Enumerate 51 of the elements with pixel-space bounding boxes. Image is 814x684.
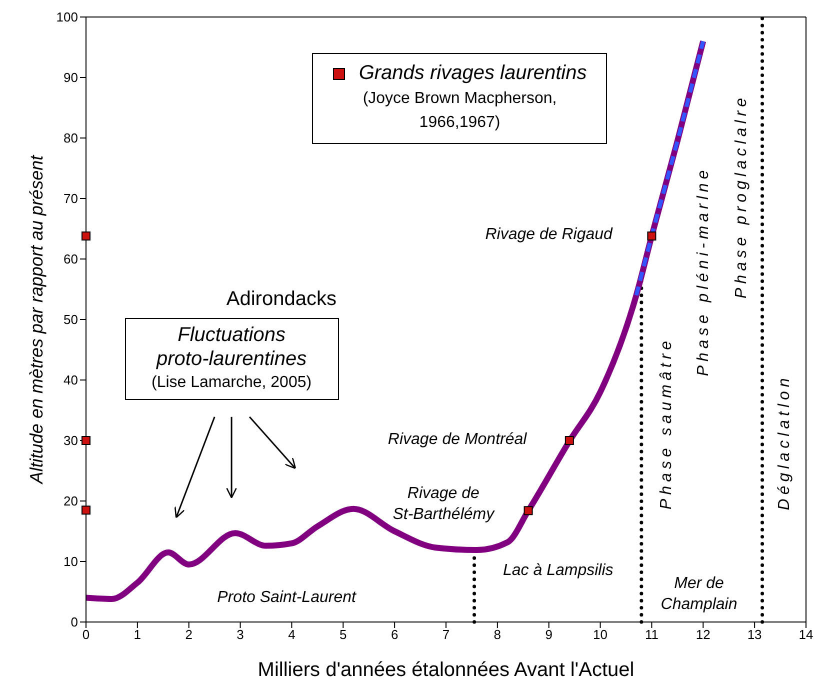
x-tick-label: 0 — [82, 627, 90, 642]
x-tick-label: 10 — [593, 627, 608, 642]
x-tick-label: 6 — [390, 627, 398, 642]
annotation: Proto Saint-Laurent — [217, 589, 356, 606]
y-tick-label: 20 — [64, 494, 78, 509]
x-tick-label: 9 — [545, 627, 552, 642]
annotation: Fluctuations proto-laurentines — [156, 324, 307, 370]
annotation: Phase pléni-marlne — [694, 166, 712, 376]
x-tick-label: 4 — [288, 627, 296, 642]
y-tick-label: 40 — [64, 372, 78, 388]
x-tick-label: 8 — [494, 627, 502, 642]
legend-label: Grands rivages laurentins — [358, 62, 587, 86]
x-tick-label: 5 — [340, 627, 347, 642]
y-tick-label: 60 — [64, 252, 78, 267]
annotation: Adirondacks — [226, 288, 336, 310]
y-tick-label: 30 — [64, 433, 78, 448]
annotation: Déglaclatlon — [776, 374, 794, 510]
point — [647, 232, 656, 241]
x-tick-label: 13 — [747, 627, 762, 642]
annotation: Rivage de Rigaud — [485, 226, 612, 244]
annotation: Lac à Lampsilis — [502, 562, 614, 579]
x-tick-label: 3 — [236, 627, 244, 642]
y-tick-label: 100 — [56, 10, 78, 25]
annotation: (Lise Lamarche, 2005) — [150, 372, 313, 393]
point — [524, 506, 533, 516]
point — [82, 506, 90, 515]
point — [82, 232, 90, 241]
legend-box: Grands rivages laurentins (Joyce Brown Macpherson, 1966,1967) — [312, 53, 608, 144]
x-tick-label: 14 — [798, 627, 814, 642]
point — [82, 436, 90, 445]
y-tick-label: 50 — [64, 312, 78, 328]
x-tick-label: 12 — [696, 627, 710, 642]
x-tick-label: 1 — [134, 627, 142, 642]
y-axis-title: Altitude en mètres par rapport au présent — [26, 154, 46, 485]
annotation: Phase saumâtre — [658, 337, 675, 510]
point — [564, 436, 574, 445]
y-tick-label: 80 — [64, 130, 78, 146]
annotation: (Joyce Brown Macpherson, 1966,1967) — [362, 90, 557, 132]
x-axis-title: Milliers d'années étalonnées Avant l'Actuel — [258, 659, 634, 681]
x-tick-label: 11 — [644, 627, 658, 642]
y-tick-label: 10 — [64, 554, 78, 570]
y-tick-label: 0 — [70, 614, 78, 630]
y-tick-label: 90 — [64, 70, 78, 86]
x-tick-label: 7 — [442, 627, 450, 642]
annotation: Rivage de Montréal — [388, 430, 527, 448]
y-tick-label: 70 — [64, 191, 78, 206]
annotation: Mer de Champlain — [660, 574, 738, 614]
annotation: Rivage de St-Barthélémy — [392, 484, 494, 524]
annotation: Phase proglaclalre — [733, 94, 750, 298]
x-tick-label: 2 — [185, 627, 192, 642]
text-box: Fluctuations proto-laurentines (Lise Lamarche, 2005) — [124, 318, 339, 400]
